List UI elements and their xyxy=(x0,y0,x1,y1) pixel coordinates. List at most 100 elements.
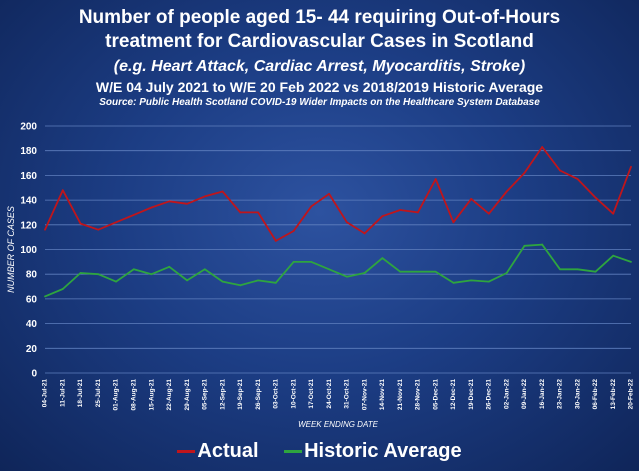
x-tick-label: 06-Feb-22 xyxy=(592,379,599,410)
data-point-historic-average xyxy=(292,260,295,263)
legend-actual: Actual xyxy=(177,440,259,463)
series-line-actual xyxy=(44,146,632,242)
data-point-historic-average xyxy=(186,279,188,282)
data-point-historic-average xyxy=(559,268,561,271)
x-tick-label: 14-Nov-21 xyxy=(379,379,386,410)
data-point-actual xyxy=(399,209,402,211)
legend-actual-swatch xyxy=(177,450,196,454)
x-tick-label: 23-Jan-22 xyxy=(557,379,564,409)
data-point-actual xyxy=(168,200,171,203)
legend-historic-swatch xyxy=(284,450,303,454)
title-line-4: W/E 04 July 2021 to W/E 20 Feb 2022 vs 2… xyxy=(95,79,544,95)
x-tick-label: 02-Jan-22 xyxy=(503,379,510,409)
data-point-actual xyxy=(452,221,455,224)
y-tick-label: 160 xyxy=(20,171,37,182)
x-tick-label: 26-Dec-21 xyxy=(486,379,493,410)
data-point-actual xyxy=(150,206,153,209)
x-tick-label: 04-Jul-21 xyxy=(42,379,49,408)
x-tick-label: 07-Nov-21 xyxy=(361,379,368,410)
data-point-historic-average xyxy=(79,272,82,274)
x-axis-title: WEEK ENDING DATE xyxy=(298,420,379,429)
data-point-actual xyxy=(470,197,473,200)
x-tick-label: 28-Nov-21 xyxy=(415,379,422,410)
data-point-historic-average xyxy=(115,280,117,283)
legend: Actual Historic Average xyxy=(0,440,639,463)
x-tick-label: 10-Oct-21 xyxy=(290,379,297,409)
data-point-actual xyxy=(594,196,597,199)
data-point-actual xyxy=(381,215,384,218)
data-point-historic-average xyxy=(434,270,437,273)
x-tick-label: 29-Aug-21 xyxy=(184,379,191,411)
x-tick-label: 19-Dec-21 xyxy=(468,379,475,410)
data-point-historic-average xyxy=(44,295,46,298)
x-tick-label: 31-Oct-21 xyxy=(344,379,351,409)
x-tick-label: 09-Jan-22 xyxy=(521,379,528,409)
x-tick-label: 08-Aug-21 xyxy=(131,379,138,411)
data-point-actual xyxy=(559,169,561,172)
data-point-actual xyxy=(505,190,508,193)
data-point-actual xyxy=(576,178,579,181)
title-line-2: treatment for Cardiovascular Cases in Sc… xyxy=(105,31,534,52)
x-tick-label: 17-Oct-21 xyxy=(308,379,315,409)
x-tick-label: 01-Aug-21 xyxy=(113,379,120,411)
y-tick-label: 120 xyxy=(20,220,37,231)
y-tick-label: 100 xyxy=(20,245,37,256)
x-tick-label: 19-Sep-21 xyxy=(237,379,244,410)
data-point-actual xyxy=(541,146,544,148)
data-point-actual xyxy=(630,165,632,168)
legend-actual-label: Actual xyxy=(197,440,259,462)
source-line: Source: Public Health Scotland COVID-19 … xyxy=(99,97,540,108)
data-point-historic-average xyxy=(399,270,402,273)
data-point-historic-average xyxy=(150,273,153,276)
y-tick-label: 80 xyxy=(26,270,38,281)
x-tick-label: 13-Feb-22 xyxy=(610,379,617,410)
data-point-actual xyxy=(257,211,259,214)
x-tick-label: 12-Sep-21 xyxy=(219,379,226,410)
x-tick-label: 26-Sep-21 xyxy=(255,379,262,410)
data-point-actual xyxy=(328,193,331,195)
data-point-actual xyxy=(221,190,224,193)
x-tick-label: 12-Dec-21 xyxy=(450,379,457,410)
data-point-historic-average xyxy=(417,270,419,273)
data-point-historic-average xyxy=(541,243,544,246)
data-point-actual xyxy=(612,212,615,215)
series-line-historic-average xyxy=(44,243,632,298)
data-point-actual xyxy=(203,195,206,198)
y-tick-label: 20 xyxy=(26,344,38,355)
data-point-historic-average xyxy=(168,265,171,268)
data-point-historic-average xyxy=(452,281,455,284)
data-point-historic-average xyxy=(523,244,526,247)
x-tick-label: 25-Jul-21 xyxy=(95,379,102,408)
x-tick-label: 03-Oct-21 xyxy=(273,379,280,409)
x-tick-label: 20-Feb-22 xyxy=(628,379,635,410)
data-point-historic-average xyxy=(274,281,277,284)
y-tick-label: 140 xyxy=(20,196,37,207)
title-line-3: (e.g. Heart Attack, Cardiac Arrest, Myoc… xyxy=(113,58,526,75)
data-point-historic-average xyxy=(576,268,579,271)
data-point-actual xyxy=(310,205,313,208)
data-point-actual xyxy=(79,222,82,225)
data-point-actual xyxy=(44,228,46,231)
data-point-actual xyxy=(239,211,242,214)
data-point-historic-average xyxy=(594,270,597,273)
data-point-actual xyxy=(345,221,348,224)
data-point-actual xyxy=(488,212,490,215)
data-point-historic-average xyxy=(257,279,259,282)
x-tick-label: 30-Jan-22 xyxy=(574,379,581,409)
data-point-historic-average xyxy=(381,257,384,260)
data-point-actual xyxy=(523,172,526,174)
data-point-historic-average xyxy=(488,280,490,283)
legend-historic-label: Historic Average xyxy=(304,440,462,462)
data-point-historic-average xyxy=(221,280,224,283)
data-point-actual xyxy=(132,214,135,216)
x-tick-label: 05-Sep-21 xyxy=(202,379,209,410)
x-tick-label: 11-Jul-21 xyxy=(59,379,66,407)
x-tick-label: 05-Dec-21 xyxy=(432,379,439,410)
data-point-historic-average xyxy=(328,268,331,271)
x-tick-label: 21-Nov-21 xyxy=(397,379,404,410)
y-axis-title: NUMBER OF CASES xyxy=(6,206,16,293)
data-point-actual xyxy=(115,221,117,224)
data-point-actual xyxy=(274,239,277,242)
data-point-historic-average xyxy=(239,284,242,287)
